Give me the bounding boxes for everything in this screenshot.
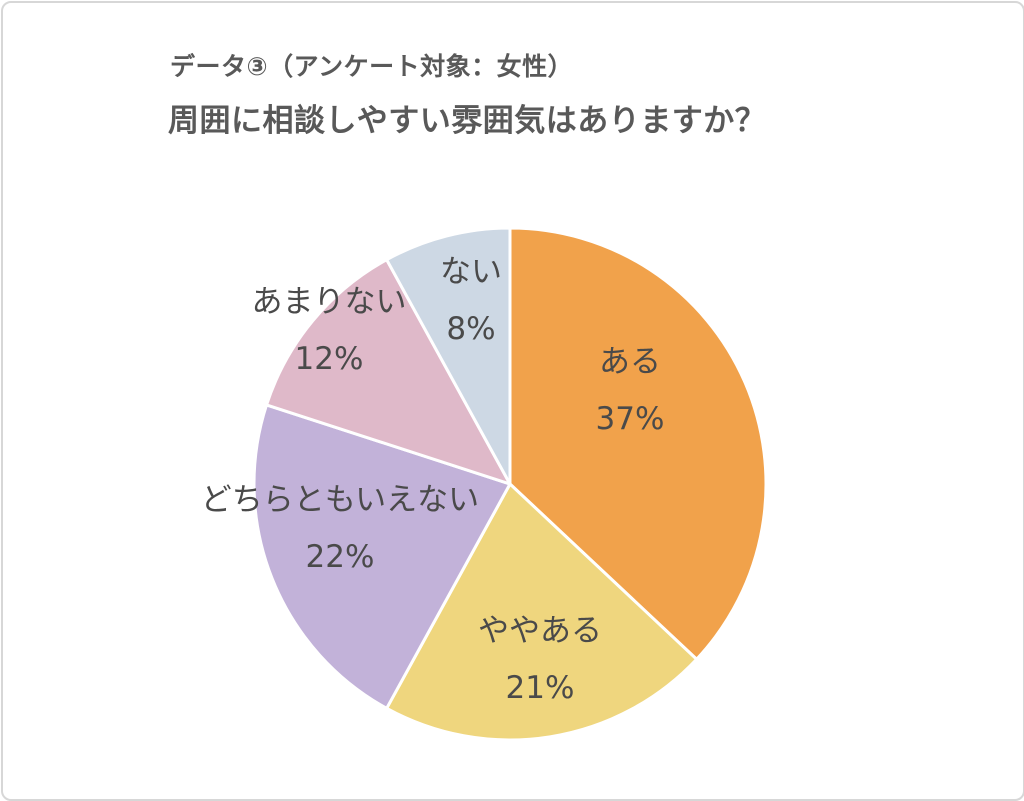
chart-title: 周囲に相談しやすい雰囲気はありますか？ <box>168 103 767 139</box>
slice-value-label-5: 8% <box>446 311 495 347</box>
slice-value-label-4: 12% <box>295 341 364 377</box>
chart-caption: データ③（アンケート対象：女性） <box>170 52 574 81</box>
slice-category-label-2: ややある <box>478 613 602 649</box>
pie-slice-1 <box>508 226 768 661</box>
slice-category-label-4: あまりない <box>252 284 407 320</box>
pie-slice-4 <box>265 258 512 486</box>
slice-category-label-1: ある <box>599 344 661 380</box>
pie-slices <box>252 226 768 742</box>
slice-value-label-1: 37% <box>596 401 665 437</box>
pie-slice-3 <box>252 403 512 710</box>
pie-labels: ある 37% ややある 21% どちらともいえない 22% あまりない 12% ない 8% <box>201 254 665 706</box>
pie-slice-5 <box>385 226 512 486</box>
slice-category-label-3: どちらともいえない <box>201 482 479 518</box>
pie-slice-2 <box>385 482 699 742</box>
slice-value-label-2: 21% <box>506 670 575 706</box>
slice-value-label-3: 22% <box>306 539 375 575</box>
pie-chart: ある 37% ややある 21% どちらともいえない 22% あまりない 12% ない 8% <box>201 226 768 742</box>
slice-category-label-5: ない <box>440 254 502 290</box>
